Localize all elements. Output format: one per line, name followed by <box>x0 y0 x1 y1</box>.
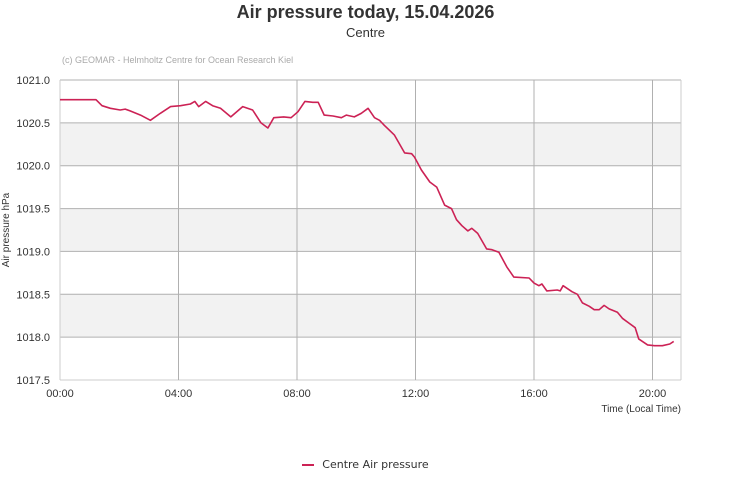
y-tick-label: 1018.0 <box>16 332 50 344</box>
x-tick-label: 04:00 <box>165 388 193 400</box>
y-tick-label: 1019.0 <box>16 246 50 258</box>
x-axis-ticks: 00:00 04:00 08:00 12:00 16:00 20:00 <box>46 388 666 400</box>
x-tick-label: 16:00 <box>520 388 548 400</box>
y-tick-label: 1020.0 <box>16 161 50 173</box>
y-tick-label: 1018.5 <box>16 289 50 301</box>
y-tick-label: 1020.5 <box>16 118 50 130</box>
plot-bands <box>60 122 681 338</box>
legend[interactable]: Centre Air pressure <box>0 458 731 471</box>
y-axis-ticks: 1017.5 1018.0 1018.5 1019.0 1019.5 1020.0 1020… <box>16 75 50 387</box>
x-axis-label: Time (Local Time) <box>601 404 681 415</box>
y-axis-label: Air pressure hPa <box>1 192 12 267</box>
y-tick-label: 1017.5 <box>16 375 50 387</box>
y-tick-label: 1019.5 <box>16 204 50 216</box>
y-tick-label: 1021.0 <box>16 75 50 87</box>
x-tick-label: 08:00 <box>283 388 311 400</box>
legend-line-icon <box>302 464 315 466</box>
x-tick-label: 12:00 <box>402 388 430 400</box>
credit-text: (c) GEOMAR - Helmholtz Centre for Ocean … <box>62 55 294 65</box>
legend-label: Centre Air pressure <box>322 458 429 471</box>
grid-lines <box>59 79 682 381</box>
pressure-line[interactable] <box>60 98 675 347</box>
chart-title: Air pressure today, 15.04.2026 <box>236 2 495 22</box>
x-tick-label: 20:00 <box>639 388 667 400</box>
x-tick-label: 00:00 <box>46 388 74 400</box>
chart-subtitle: Centre <box>345 25 386 40</box>
